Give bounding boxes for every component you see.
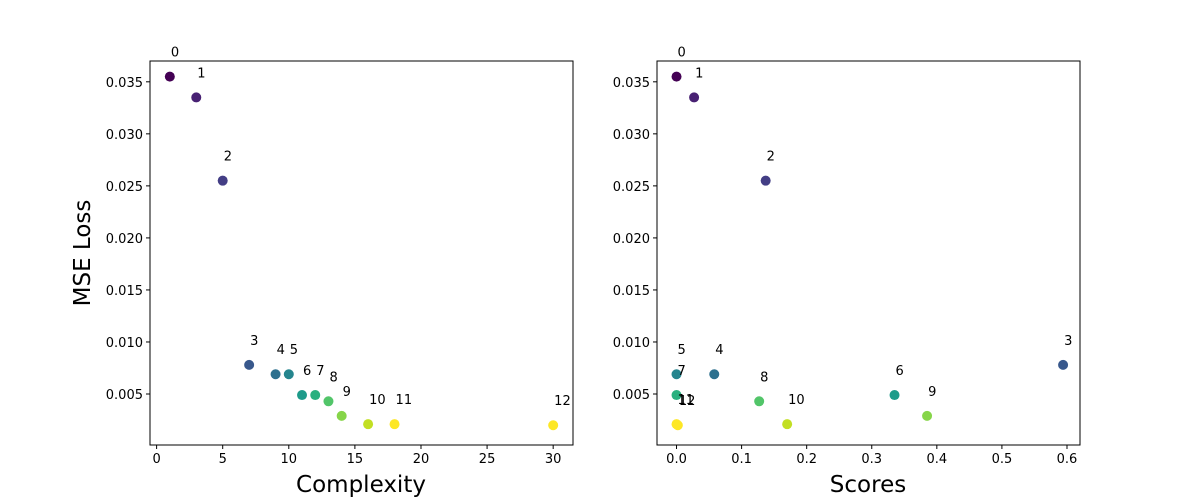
complexity-x-ticks: 0 5 10 15 20 25 30 [152, 445, 561, 467]
point-label-0: 0 [678, 46, 686, 61]
point-label-9: 9 [928, 385, 936, 400]
point-label-1: 1 [197, 66, 205, 81]
point-label-8: 8 [329, 370, 337, 385]
data-point-10 [363, 419, 374, 430]
x-tick-label: 0.1 [731, 452, 752, 467]
data-point-2 [217, 175, 228, 186]
x-tick-label: 0.2 [796, 452, 817, 467]
point-label-2: 2 [767, 150, 775, 165]
x-tick-label: 0.3 [861, 452, 882, 467]
y-tick-label: 0.005 [613, 388, 650, 403]
x-tick-label: 20 [413, 452, 430, 467]
data-point-0 [671, 71, 682, 82]
complexity-plot-frame [149, 60, 574, 446]
data-point-10 [782, 419, 793, 430]
point-label-6: 6 [896, 364, 904, 379]
data-point-3 [244, 359, 255, 370]
y-tick-label: 0.010 [613, 336, 650, 351]
data-point-5 [283, 369, 294, 380]
point-label-8: 8 [760, 370, 768, 385]
x-tick-label: 0.5 [992, 452, 1013, 467]
scores-plot-frame [656, 60, 1081, 446]
data-point-12 [672, 420, 683, 431]
data-point-3 [1058, 359, 1069, 370]
point-label-0: 0 [171, 46, 179, 61]
x-tick-label: 15 [347, 452, 364, 467]
data-point-11 [389, 419, 400, 430]
y-axis-title: MSE Loss [70, 200, 96, 307]
y-tick-label: 0.010 [106, 336, 143, 351]
y-tick-label: 0.025 [613, 180, 650, 195]
data-point-9 [336, 410, 347, 421]
point-label-1: 1 [695, 66, 703, 81]
point-label-5: 5 [678, 343, 686, 358]
y-tick-label: 0.035 [106, 76, 143, 91]
y-tick-label: 0.020 [106, 232, 143, 247]
point-label-10: 10 [788, 393, 805, 408]
scores-plot: 0.0 0.1 0.2 0.3 0.4 0.5 0.6 0.0050.0100.0150.0… [613, 46, 1081, 498]
point-label-11: 11 [678, 393, 695, 408]
scores-x-ticks: 0.0 0.1 0.2 0.3 0.4 0.5 0.6 [666, 445, 1077, 467]
y-tick-label: 0.015 [106, 284, 143, 299]
y-tick-label: 0.005 [106, 388, 143, 403]
point-label-7: 7 [316, 364, 324, 379]
point-label-6: 6 [303, 364, 311, 379]
y-tick-label: 0.025 [106, 180, 143, 195]
x-tick-label: 30 [545, 452, 562, 467]
point-label-3: 3 [1064, 334, 1072, 349]
x-tick-label: 0 [152, 452, 160, 467]
point-label-7: 7 [678, 364, 686, 379]
complexity-plot: 0 5 10 15 20 25 30 0.0050.0100.0150.0200.0250.… [70, 46, 574, 498]
point-label-12: 12 [554, 394, 571, 409]
y-tick-label: 0.015 [613, 284, 650, 299]
data-point-9 [922, 410, 933, 421]
x-tick-label: 10 [281, 452, 298, 467]
point-label-12: 12 [679, 394, 696, 409]
data-point-8 [323, 396, 334, 407]
x-tick-label: 0.4 [926, 452, 947, 467]
data-point-7 [671, 390, 682, 401]
data-point-4 [709, 369, 720, 380]
data-point-7 [310, 390, 321, 401]
point-label-10: 10 [369, 393, 386, 408]
point-label-4: 4 [715, 343, 723, 358]
data-point-4 [270, 369, 281, 380]
point-label-3: 3 [250, 334, 258, 349]
complexity-y-ticks: 0.005 0.010 0.015 0.020 0.025 0.030 0.035 [106, 76, 150, 403]
y-tick-label: 0.020 [613, 232, 650, 247]
data-point-6 [297, 390, 308, 401]
data-point-8 [754, 396, 765, 407]
point-label-11: 11 [396, 393, 413, 408]
point-label-5: 5 [290, 343, 298, 358]
point-label-4: 4 [277, 343, 285, 358]
data-point-5 [671, 369, 682, 380]
y-tick-label: 0.035 [613, 76, 650, 91]
x-tick-label: 5 [219, 452, 227, 467]
x-tick-label: 0.0 [666, 452, 687, 467]
data-point-2 [760, 175, 771, 186]
y-tick-label: 0.030 [613, 128, 650, 143]
data-point-1 [689, 92, 700, 103]
point-label-9: 9 [343, 385, 351, 400]
complexity-x-axis-title: Complexity [296, 472, 426, 498]
point-label-2: 2 [224, 150, 232, 165]
x-tick-label: 25 [479, 452, 496, 467]
x-tick-label: 0.6 [1057, 452, 1078, 467]
data-point-1 [191, 92, 202, 103]
data-point-6 [889, 390, 900, 401]
y-tick-label: 0.030 [106, 128, 143, 143]
scores-x-axis-title: Scores [830, 472, 906, 498]
scores-y-ticks: 0.005 0.010 0.015 0.020 0.025 0.030 0.035 [613, 76, 657, 403]
data-point-12 [548, 420, 559, 431]
data-point-0 [164, 71, 175, 82]
